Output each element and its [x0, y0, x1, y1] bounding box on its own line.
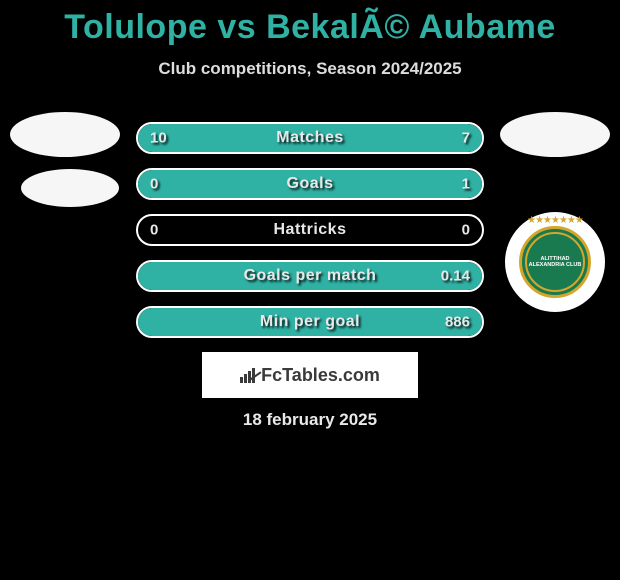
- page-title: Tolulope vs BekalÃ© Aubame: [0, 0, 620, 47]
- stat-label: Matches: [138, 129, 482, 147]
- stat-bar-row: 10Matches7: [136, 122, 484, 154]
- stat-value-right: 7: [462, 130, 470, 147]
- stat-bar-row: Min per goal886: [136, 306, 484, 338]
- stat-bar-row: 0Goals1: [136, 168, 484, 200]
- stars-icon: ★★★★★★★: [522, 215, 588, 226]
- placeholder-photo-left-1: [10, 112, 120, 157]
- club-badge-right: ★★★★★★★ ALITTIHAD ALEXANDRIA CLUB: [505, 212, 605, 312]
- stat-label: Hattricks: [138, 221, 482, 239]
- stat-value-right: 886: [445, 314, 470, 331]
- stat-value-right: 0.14: [441, 268, 470, 285]
- badge-text: ALITTIHAD ALEXANDRIA CLUB: [529, 256, 582, 268]
- stat-bar-row: 0Hattricks0: [136, 214, 484, 246]
- stat-value-right: 0: [462, 222, 470, 239]
- subtitle: Club competitions, Season 2024/2025: [0, 59, 620, 79]
- stat-bar-row: Goals per match0.14: [136, 260, 484, 292]
- stat-label: Min per goal: [138, 313, 482, 331]
- stat-label: Goals per match: [138, 267, 482, 285]
- club-badge-inner: ★★★★★★★ ALITTIHAD ALEXANDRIA CLUB: [519, 226, 591, 298]
- stat-bars: 10Matches70Goals10Hattricks0Goals per ma…: [136, 122, 484, 352]
- chart-icon: [240, 367, 255, 383]
- stat-value-right: 1: [462, 176, 470, 193]
- left-player-column: [0, 112, 130, 207]
- placeholder-photo-right-1: [500, 112, 610, 157]
- placeholder-logo-left: [21, 169, 119, 207]
- brand-box[interactable]: FcTables.com: [202, 352, 418, 398]
- brand-label: FcTables.com: [261, 365, 380, 386]
- stat-label: Goals: [138, 175, 482, 193]
- date-label: 18 february 2025: [0, 410, 620, 430]
- right-player-column: ★★★★★★★ ALITTIHAD ALEXANDRIA CLUB: [490, 112, 620, 312]
